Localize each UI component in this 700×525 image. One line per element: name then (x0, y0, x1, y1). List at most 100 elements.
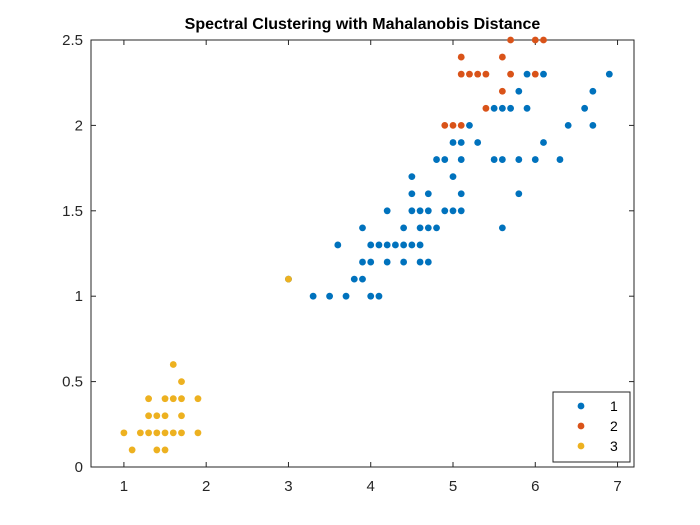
series-1-point (416, 258, 424, 266)
series-1-point (383, 258, 391, 266)
series-1-point (350, 275, 358, 283)
ticks: 1 2 3 4 5 6 7 0 0.5 1 1.5 2 2.5 (62, 32, 634, 495)
legend-marker-2 (577, 422, 585, 430)
series-1-point (424, 207, 432, 215)
series-2-point (449, 122, 457, 129)
series-1-point (359, 258, 366, 266)
x-tick-label: 5 (449, 478, 457, 495)
series-2-point (531, 70, 539, 78)
y-tick-label: 0.5 (62, 374, 83, 391)
series-1-point (383, 241, 391, 249)
series-1-point (400, 258, 408, 266)
series-1-point (408, 241, 416, 249)
series-1-point (342, 292, 350, 300)
series-2-point (531, 36, 539, 44)
series-1-point (375, 292, 383, 300)
series-1-point (400, 241, 408, 249)
series-1-point (540, 139, 547, 146)
series-1-point (359, 224, 366, 232)
series-2-point (457, 122, 465, 129)
x-tick-label: 2 (202, 478, 210, 495)
series-3-point (161, 395, 169, 403)
series-3-point (153, 446, 161, 454)
legend-label-3: 3 (610, 438, 618, 454)
series-1-point (515, 190, 523, 198)
series-1-point (375, 241, 383, 249)
series-3-point (178, 395, 185, 403)
series-1-point (441, 207, 449, 215)
legend-label-2: 2 (610, 418, 618, 434)
series-2-point (474, 70, 482, 78)
series-1-point (449, 207, 457, 215)
series-3-point (128, 446, 136, 454)
series-1-point (424, 190, 432, 198)
series-1-point (416, 224, 424, 232)
series-2-point (441, 122, 449, 129)
series-1-point (498, 224, 506, 232)
y-tick-label: 0 (75, 459, 83, 476)
series-1-point (498, 104, 506, 112)
series-1-point (400, 224, 408, 232)
x-tick-label: 7 (613, 478, 621, 495)
chart-title: Spectral Clustering with Mahalanobis Dis… (185, 16, 541, 33)
series-3-point (178, 378, 185, 385)
series-3-point (153, 429, 161, 437)
legend-label-1: 1 (610, 398, 618, 414)
series-1-point (515, 156, 523, 163)
series-2-point (457, 53, 465, 61)
series-2-point (498, 53, 506, 61)
series-1-point (367, 258, 375, 266)
series-1-point (408, 190, 416, 198)
series-1-point (441, 156, 449, 163)
series-3-point (178, 429, 185, 437)
series-1-point (326, 292, 333, 300)
series-1-point (449, 139, 457, 146)
series-3-point (161, 446, 169, 454)
x-tick-label: 6 (531, 478, 539, 495)
series-1-point (556, 156, 564, 163)
series-1-point (367, 241, 375, 249)
series-1-point (589, 87, 597, 95)
y-tick-label: 2 (75, 117, 83, 134)
series-3-point (161, 429, 169, 437)
y-tick-label: 2.5 (62, 32, 83, 49)
series-1-point (474, 139, 482, 146)
series-1-point (457, 207, 465, 215)
legend-marker-1 (577, 402, 585, 410)
series-2-point (540, 36, 547, 44)
series-3-point (136, 429, 144, 437)
series-1-point (581, 104, 589, 112)
series-1-point (334, 241, 342, 249)
series-2-point (482, 70, 490, 78)
series-1-point (416, 207, 424, 215)
series-1-point (490, 156, 498, 163)
series-2-point (466, 70, 473, 78)
series-3-point (285, 275, 292, 283)
x-tick-label: 1 (120, 478, 128, 495)
series-3-point (178, 412, 185, 420)
series-3-point (145, 395, 152, 403)
data-points (120, 36, 613, 454)
x-tick-label: 3 (284, 478, 292, 495)
series-1-point (359, 275, 366, 283)
legend-box (552, 391, 631, 463)
series-1-point (466, 122, 473, 129)
series-2-point (498, 87, 506, 95)
series-1-point (367, 292, 375, 300)
series-1-point (433, 224, 440, 232)
series-1-point (498, 156, 506, 163)
series-1-point (392, 241, 399, 249)
y-tick-label: 1.5 (62, 203, 83, 220)
series-3-point (169, 395, 177, 403)
series-1-point (523, 70, 531, 78)
series-3-point (169, 361, 177, 368)
series-2-point (507, 36, 514, 44)
series-1-point (408, 207, 416, 215)
series-1-point (540, 70, 547, 78)
series-1-point (424, 258, 432, 266)
series-1-point (457, 156, 465, 163)
series-1-point (408, 173, 416, 181)
series-3-point (153, 412, 161, 420)
series-3-point (194, 429, 202, 437)
